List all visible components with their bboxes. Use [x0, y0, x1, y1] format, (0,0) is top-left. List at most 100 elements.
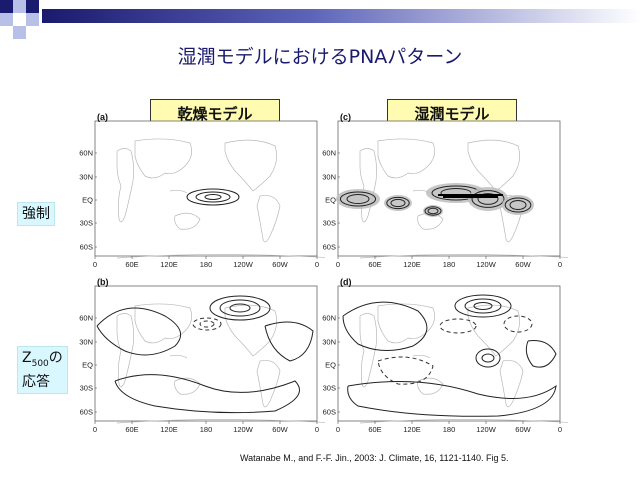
response-contour	[342, 301, 428, 351]
forcing-contour	[195, 191, 231, 203]
lon-tick-label: 180	[200, 425, 213, 434]
lon-tick-label: 60E	[125, 260, 138, 269]
lat-tick-label: EQ	[325, 361, 336, 370]
lat-tick-label: 30S	[80, 384, 93, 393]
response-contour	[264, 321, 314, 362]
lon-tick-label: 120E	[403, 425, 421, 434]
response-contour-negative	[192, 317, 222, 331]
lat-tick-label: 60N	[79, 149, 93, 158]
lon-tick-label: 180	[443, 260, 456, 269]
map-frame	[337, 285, 561, 422]
response-contour	[464, 298, 502, 314]
lat-tick-label: 30N	[79, 338, 93, 347]
lon-tick-label: 120E	[403, 260, 421, 269]
response-contour	[525, 340, 557, 368]
lon-tick-label: 60E	[125, 425, 138, 434]
response-contour	[473, 302, 493, 310]
heating-contour	[477, 193, 499, 205]
lon-tick-label: 120E	[160, 260, 178, 269]
response-contour	[219, 299, 261, 317]
lat-tick-label: 60S	[323, 243, 336, 252]
heating-contour	[424, 206, 442, 216]
lat-tick-label: EQ	[82, 196, 93, 205]
lat-tick-label: EQ	[325, 196, 336, 205]
coastline	[116, 313, 135, 388]
coastline	[256, 360, 281, 408]
heating-contour	[390, 198, 406, 208]
lat-tick-label: 60N	[322, 314, 336, 323]
heating-contour	[504, 197, 532, 213]
lon-tick-label: 60W	[515, 260, 531, 269]
response-contour	[114, 374, 300, 414]
coastline	[169, 354, 201, 395]
heating-contour	[427, 207, 439, 215]
coastline	[359, 148, 378, 223]
coastline	[412, 354, 444, 395]
lat-tick-label: 30N	[79, 173, 93, 182]
response-contour-negative	[503, 315, 533, 333]
lon-tick-label: 180	[200, 260, 213, 269]
lon-tick-label: 60E	[368, 260, 381, 269]
coastline	[116, 148, 135, 223]
heating-contour	[471, 190, 505, 208]
panel-label: (d)	[340, 278, 352, 287]
coastline	[116, 419, 325, 424]
lat-tick-label: 30S	[80, 219, 93, 228]
panel-label: (b)	[97, 278, 109, 287]
response-contour	[96, 307, 182, 356]
coastline	[359, 254, 568, 259]
panel-label: (c)	[340, 113, 351, 122]
lon-tick-label: 0	[315, 425, 319, 434]
row-label-response: Z500の 応答	[17, 346, 68, 394]
coastline	[134, 138, 192, 179]
lon-tick-label: 0	[93, 260, 97, 269]
coastline	[359, 313, 378, 388]
map-frame	[94, 285, 318, 422]
lon-tick-label: 0	[558, 260, 562, 269]
coastline	[377, 303, 435, 344]
coastline	[359, 419, 568, 424]
coastline	[224, 304, 277, 357]
lat-tick-label: 60S	[80, 408, 93, 417]
lon-tick-label: 60W	[272, 425, 288, 434]
heating-contour	[386, 196, 410, 210]
header-gradient-bar	[42, 9, 640, 23]
coastline	[224, 139, 277, 192]
response-contour	[454, 294, 512, 318]
lon-tick-label: 0	[336, 425, 340, 434]
coastline	[134, 303, 192, 344]
coastline	[116, 254, 325, 259]
forcing-contour	[186, 188, 240, 206]
lat-tick-label: 60N	[322, 149, 336, 158]
lat-tick-label: 30S	[323, 219, 336, 228]
coastline	[169, 189, 201, 230]
coastline	[499, 360, 524, 408]
heating-shade	[468, 187, 508, 211]
forcing-contour	[204, 194, 222, 200]
lat-tick-label: 30S	[323, 384, 336, 393]
lon-tick-label: 0	[336, 260, 340, 269]
heating-contour	[339, 191, 377, 207]
lon-tick-label: 0	[93, 425, 97, 434]
heating-core	[438, 194, 503, 198]
map-frame	[94, 120, 318, 257]
lon-tick-label: 60W	[515, 425, 531, 434]
lat-tick-label: 60N	[79, 314, 93, 323]
lat-tick-label: 30N	[322, 173, 336, 182]
response-contour	[209, 295, 271, 321]
lat-tick-label: 60S	[80, 243, 93, 252]
coastline	[256, 195, 281, 243]
lon-tick-label: 120W	[233, 425, 254, 434]
lon-tick-label: 120W	[476, 425, 497, 434]
citation: Watanabe M., and F.-F. Jin., 2003: J. Cl…	[240, 453, 509, 463]
heating-contour	[346, 194, 370, 204]
coastline	[467, 139, 520, 192]
response-contour-negative	[377, 356, 434, 385]
lon-tick-label: 120W	[233, 260, 254, 269]
response-contour	[481, 353, 495, 363]
response-contour	[229, 303, 251, 313]
